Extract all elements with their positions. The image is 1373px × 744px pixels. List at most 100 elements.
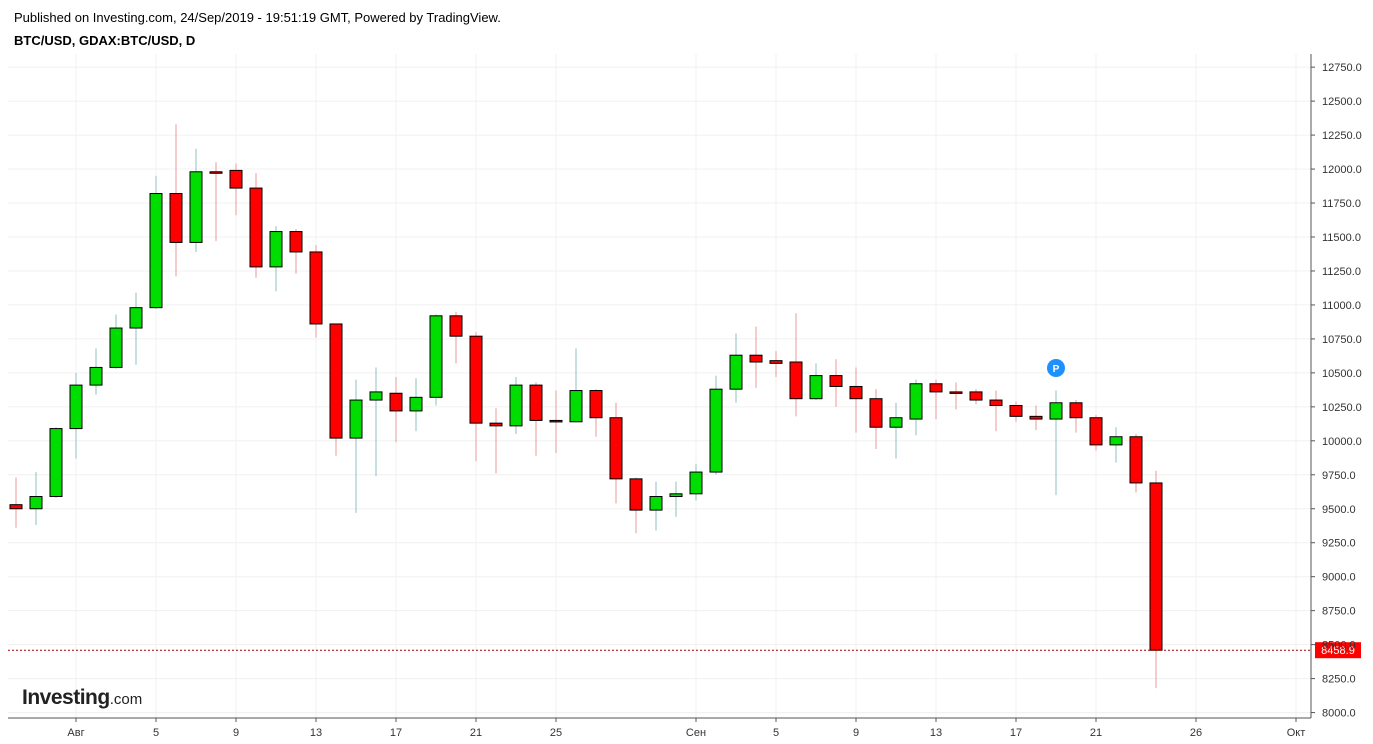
candle-body <box>809 375 823 400</box>
y-tick-label: 12250.0 <box>1322 130 1362 142</box>
candle-body <box>609 417 623 480</box>
candle-body <box>709 388 723 473</box>
candle-2019-07-30 <box>29 472 43 526</box>
y-tick-label: 9500.0 <box>1322 504 1356 516</box>
x-tick-label: Окт <box>1287 727 1306 739</box>
candle-2019-08-02 <box>89 348 103 395</box>
candle-2019-08-08 <box>209 162 223 242</box>
candle-2019-09-13 <box>929 379 943 420</box>
published-note: Published on Investing.com, 24/Sep/2019 … <box>14 10 501 25</box>
candle-body <box>1109 436 1123 446</box>
candle-2019-09-05 <box>769 351 783 377</box>
candle-body <box>909 383 923 420</box>
candle-2019-08-14 <box>329 323 343 456</box>
x-axis: Авг 5 9 13 17 21 25 Сен 5 9 13 17 21 26 Окт <box>8 717 1311 739</box>
candle-body <box>1149 482 1163 651</box>
candle-2019-08-16 <box>369 367 383 477</box>
candle-2019-09-19 <box>1049 390 1063 496</box>
candle-body <box>789 361 803 400</box>
x-tick-label: 21 <box>470 727 482 739</box>
candle-2019-08-05 <box>149 175 163 310</box>
y-tick-label: 8750.0 <box>1322 606 1356 618</box>
candle-body <box>189 171 203 243</box>
chart-title: BTC/USD, GDAX:BTC/USD, D <box>14 33 196 48</box>
candle-body <box>969 391 983 401</box>
candle-body <box>209 171 223 174</box>
candle-body <box>649 496 663 511</box>
logo-suffix: .com <box>109 691 143 708</box>
x-tick-label: 17 <box>390 727 402 739</box>
x-tick-label: 9 <box>853 727 859 739</box>
candle-2019-07-31 <box>49 427 63 498</box>
marker-label: P <box>1053 364 1060 375</box>
candle-2019-08-28 <box>609 402 623 504</box>
candle-2019-08-10 <box>249 173 263 278</box>
investing-logo: Investing.com <box>22 686 142 710</box>
candle-2019-09-20 <box>1069 400 1083 433</box>
y-tick-label: 10000.0 <box>1322 436 1362 448</box>
candle-2019-09-08 <box>829 359 843 407</box>
y-tick-label: 12000.0 <box>1322 164 1362 176</box>
event-marker[interactable]: P <box>1047 359 1065 377</box>
y-tick-label: 11000.0 <box>1322 300 1361 312</box>
candle-2019-09-07 <box>809 363 823 401</box>
last-price-label: 8458.9 <box>1321 645 1355 657</box>
candle-body <box>669 493 683 498</box>
y-tick-label: 11500.0 <box>1322 232 1361 244</box>
candle-body <box>429 315 443 398</box>
candle-body <box>989 399 1003 406</box>
candle-body <box>329 323 343 439</box>
candle-body <box>1089 417 1103 446</box>
candle-2019-09-09 <box>849 367 863 433</box>
candle-2019-08-17 <box>389 376 403 443</box>
candle-2019-09-06 <box>789 313 803 417</box>
candle-2019-08-26 <box>569 348 583 423</box>
candle-2019-08-27 <box>589 389 603 437</box>
candle-2019-09-02 <box>709 375 723 475</box>
x-tick-label: 25 <box>550 727 562 739</box>
x-tick-label: 13 <box>310 727 322 739</box>
candle-body <box>489 422 503 427</box>
y-tick-label: 11250.0 <box>1322 266 1361 278</box>
candle-2019-08-20 <box>449 311 463 364</box>
candle-2019-08-06 <box>169 124 183 277</box>
grid <box>8 54 1311 718</box>
candle-2019-08-30 <box>649 481 663 531</box>
candle-2019-08-22 <box>489 408 503 474</box>
x-tick-label: 21 <box>1090 727 1102 739</box>
candle-2019-08-24 <box>529 382 543 456</box>
candle-2019-09-17 <box>1009 401 1023 422</box>
candle-body <box>149 193 163 309</box>
candle-body <box>629 478 643 511</box>
candle-2019-08-01 <box>69 372 83 459</box>
y-tick-label: 9750.0 <box>1322 470 1356 482</box>
candle-2019-09-01 <box>689 463 703 501</box>
candle-body <box>109 327 123 368</box>
x-tick-label: 17 <box>1010 727 1022 739</box>
candle-body <box>849 385 863 400</box>
x-tick-label: 26 <box>1190 727 1202 739</box>
candle-2019-08-31 <box>669 481 683 517</box>
candle-2019-08-21 <box>469 332 483 462</box>
candle-2019-09-24 <box>1149 470 1163 689</box>
y-axis: 8000.0 8250.0 8500.0 8750.0 9000.0 9250.0 9500… <box>1310 54 1362 720</box>
x-tick-label: 5 <box>773 727 779 739</box>
candle-body <box>869 398 883 428</box>
candle-body <box>949 391 963 394</box>
candle-2019-08-04 <box>129 292 143 365</box>
candle-2019-08-11 <box>269 226 283 292</box>
candle-body <box>689 471 703 495</box>
candle-body <box>769 360 783 364</box>
candle-2019-09-18 <box>1029 405 1043 430</box>
candle-body <box>49 428 63 498</box>
candle-body <box>289 231 303 253</box>
candle-2019-09-16 <box>989 390 1003 432</box>
y-tick-label: 8000.0 <box>1322 708 1356 720</box>
candle-body <box>1129 436 1143 484</box>
candle-body <box>929 383 943 393</box>
candle-body <box>829 375 843 387</box>
candles <box>9 124 1163 689</box>
candle-body <box>449 315 463 337</box>
y-tick-label: 8500.0 <box>1322 640 1356 652</box>
